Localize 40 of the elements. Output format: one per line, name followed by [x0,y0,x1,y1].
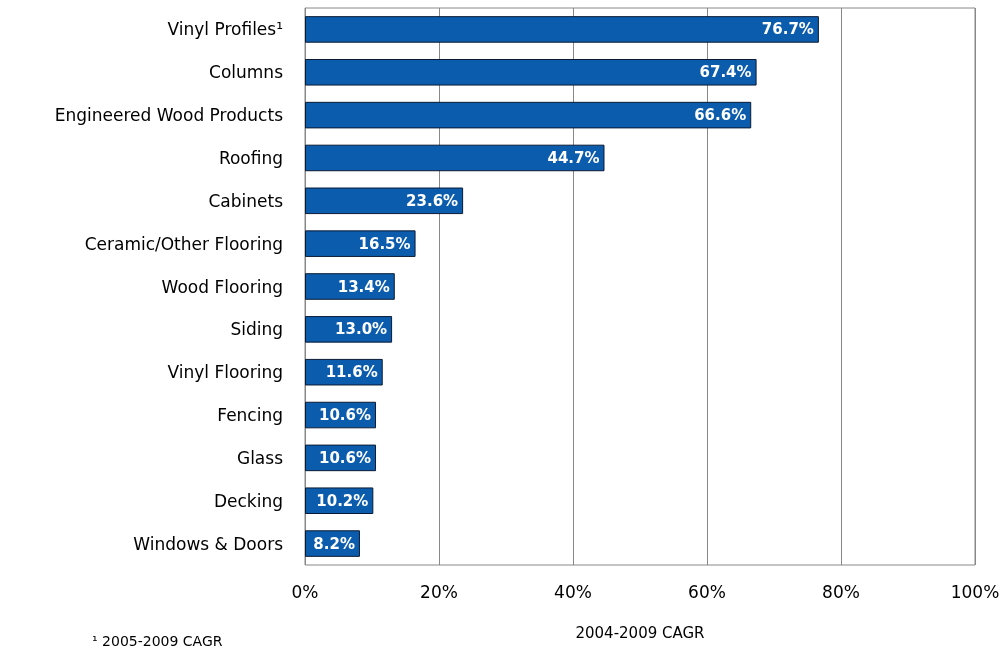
bar [305,187,464,215]
bar [305,101,752,129]
data-label: 11.6% [325,363,378,382]
data-label: 10.6% [318,406,372,425]
text: ¹ 2005-2009 CAGR [92,633,223,649]
data-label: 67.4% [699,63,752,82]
data-label: 44.7% [547,148,600,167]
data-label: 13.0% [335,320,388,339]
y-tick-label: Vinyl Flooring [167,362,283,383]
x-axis-title: 2004-2009 CAGR [575,623,705,642]
y-tick-label: Windows & Doors [133,533,284,554]
bar [305,16,819,43]
data-label: 76.7% [761,20,814,39]
bar [305,144,605,172]
data-label: 23.6% [406,191,459,210]
y-tick-label: Engineered Wood Products [54,105,284,126]
y-tick-label: Cabinets [208,190,284,211]
y-tick-label: Siding [230,319,283,340]
x-tick-label: 60% [688,581,726,602]
x-tick-label: 20% [420,581,458,602]
data-label: 10.2% [316,491,369,510]
y-tick-label: Wood Flooring [161,276,283,297]
y-tick-label: Glass [236,447,284,468]
x-tick-label: 100% [950,581,1000,602]
x-tick-label: 40% [554,581,592,602]
y-tick-label: Columns [209,62,284,83]
y-tick-label: Vinyl Profiles¹ [167,19,283,40]
bar [305,58,757,86]
data-label: 16.5% [358,234,411,253]
y-tick-label: Decking [213,490,283,511]
data-label: 10.6% [318,448,372,467]
x-tick-label: 0% [291,581,319,602]
y-tick-label: Fencing [217,405,283,426]
x-tick-label: 80% [822,581,860,602]
data-label: 66.6% [694,106,747,125]
bar [305,230,416,257]
y-tick-label: Roofing [218,147,283,168]
data-label: 8.2% [313,534,355,553]
y-tick-label: Ceramic/Other Flooring [84,233,283,254]
data-label: 13.4% [337,277,390,296]
